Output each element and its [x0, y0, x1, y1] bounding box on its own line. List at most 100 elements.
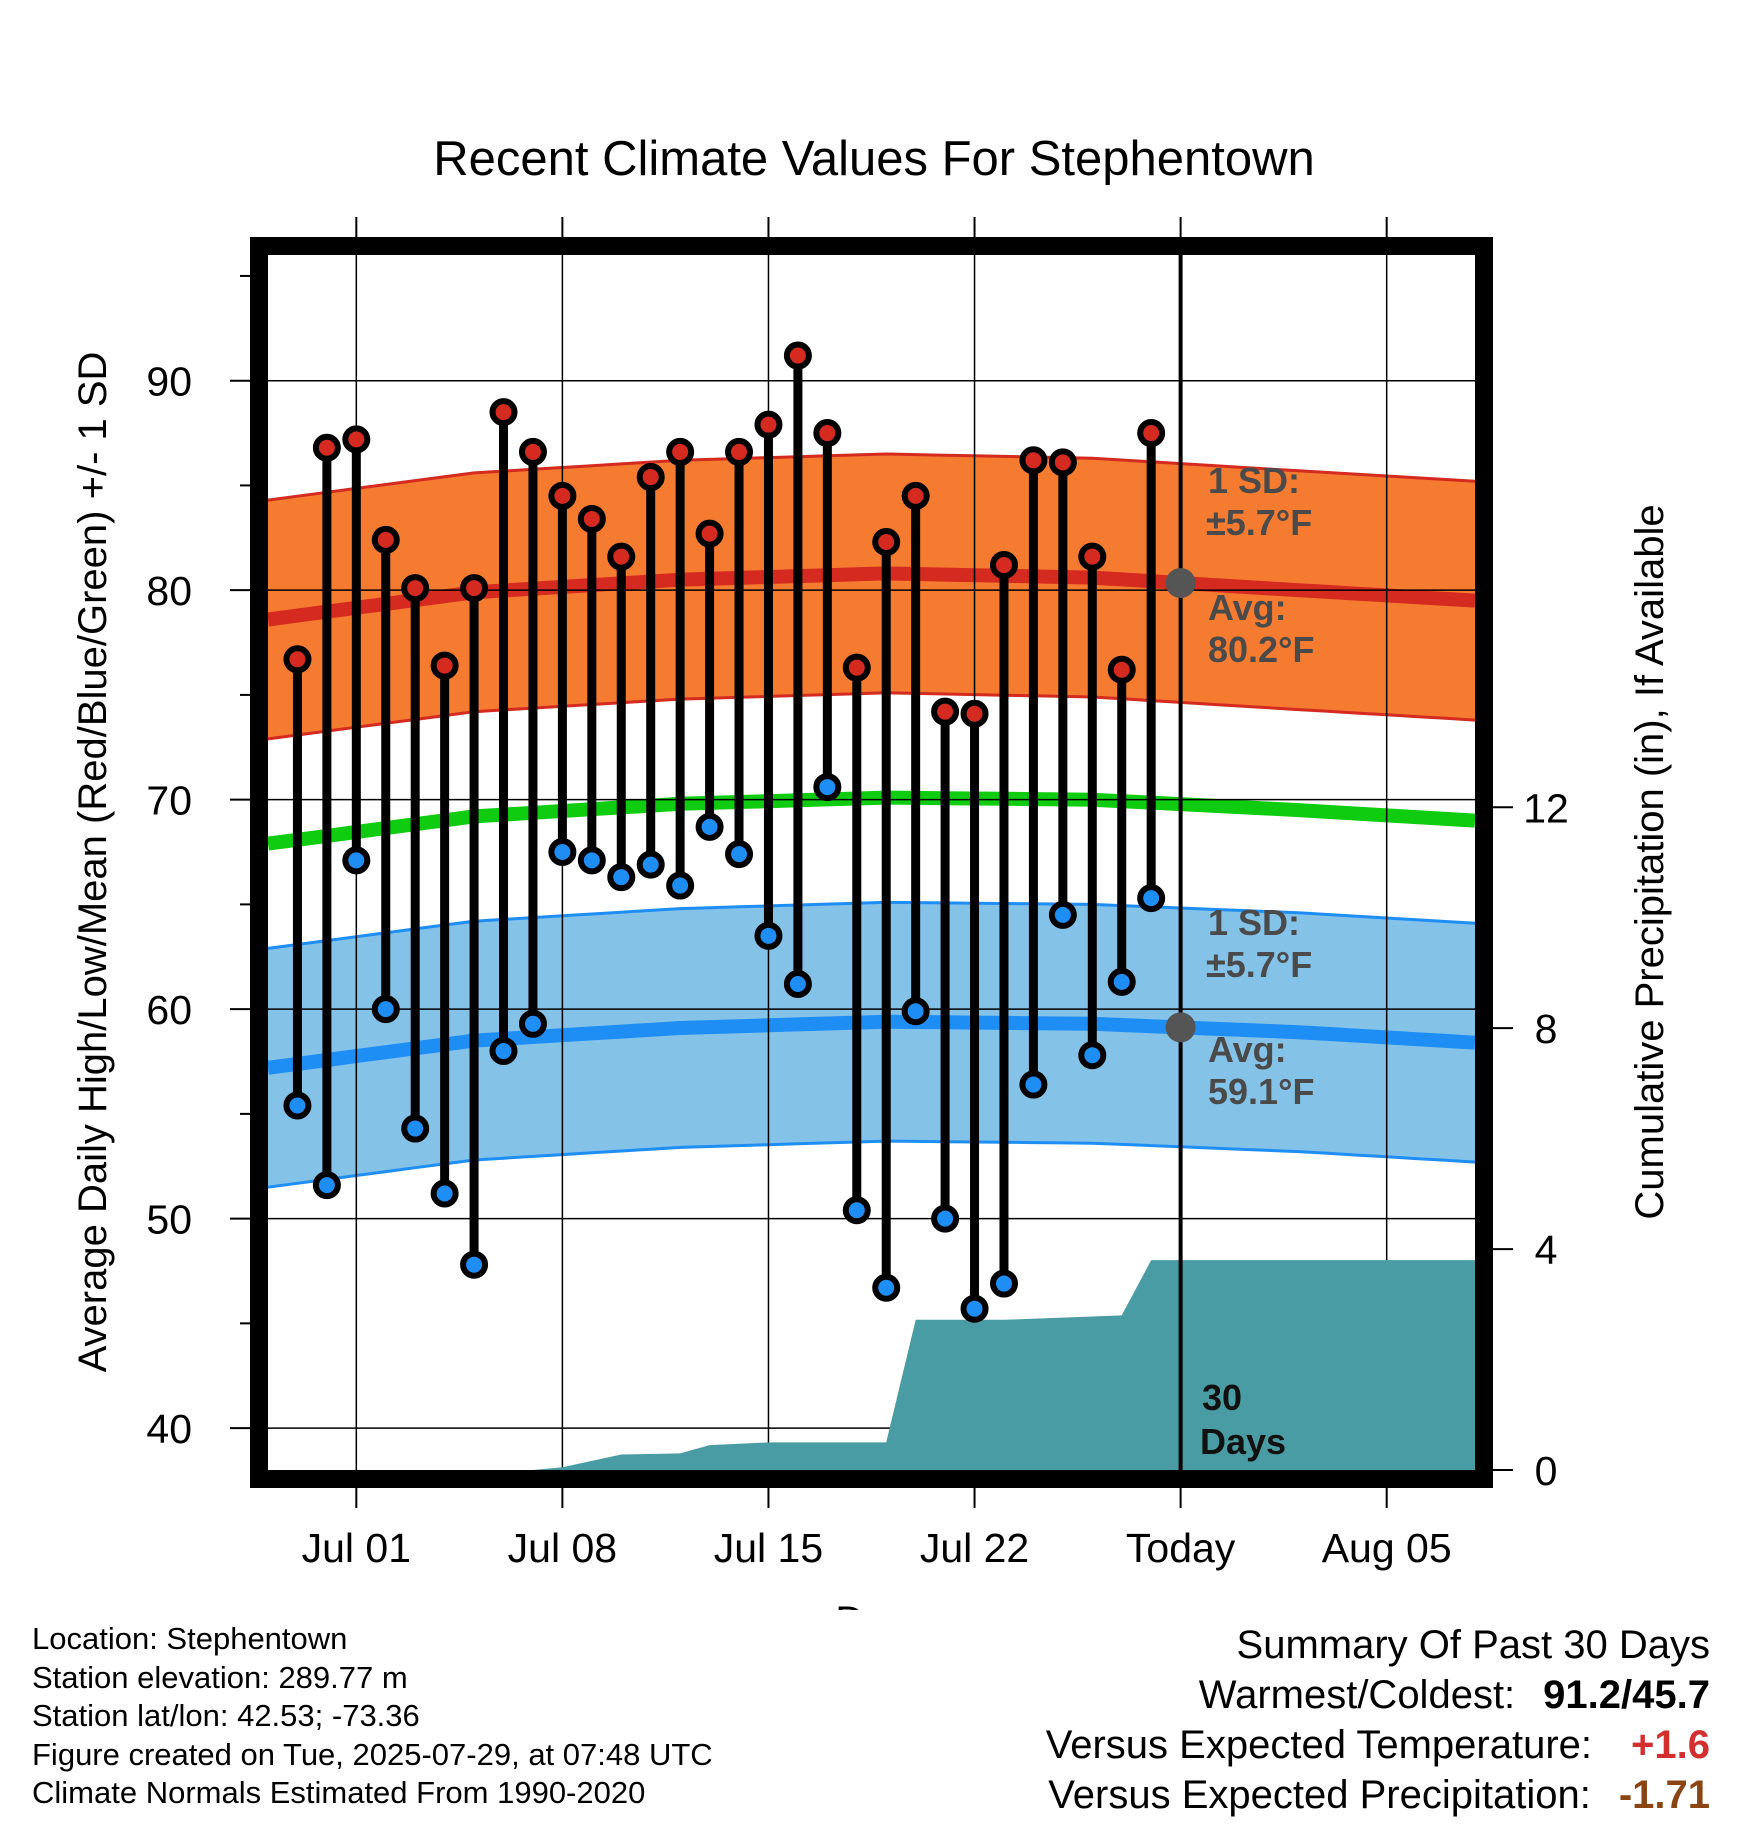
- daily-low-point: [401, 1114, 430, 1143]
- daily-low-point: [813, 773, 842, 802]
- plot-frame: [250, 237, 1493, 1488]
- daily-low-point: [607, 863, 636, 892]
- daily-low-point: [931, 1204, 960, 1233]
- daily-high-point: [695, 519, 724, 548]
- daily-low-point: [283, 1091, 312, 1120]
- y-tick-label: 90: [146, 359, 192, 405]
- daily-high-point: [842, 653, 871, 682]
- daily-high-point: [989, 551, 1018, 580]
- daily-low-point: [430, 1179, 459, 1208]
- daily-low-point: [1107, 967, 1136, 996]
- station-elevation: Station elevation: 289.77 m: [32, 1659, 408, 1695]
- high-sd-label: 1 SD:: [1208, 460, 1300, 501]
- daily-low-point: [636, 850, 665, 879]
- station-info: Location: Stephentown Station elevation:…: [32, 1620, 713, 1813]
- precip-value: -1.71: [1618, 1773, 1710, 1817]
- daily-high-point: [1048, 448, 1077, 477]
- today-line: [1165, 255, 1196, 1470]
- high-sd-value: ±5.7°F: [1206, 502, 1312, 543]
- x-tick-label: Jul 08: [508, 1525, 617, 1571]
- daily-low-point: [312, 1171, 341, 1200]
- daily-low-point: [1019, 1070, 1048, 1099]
- daily-high-point: [401, 574, 430, 603]
- daily-low-point: [754, 921, 783, 950]
- climate-chart: Recent Climate Values For Stephentown 1 …: [71, 132, 1672, 1610]
- low-sd-label: 1 SD:: [1208, 902, 1300, 943]
- y-tick-label: 60: [146, 987, 192, 1033]
- y-tick-label: 40: [146, 1406, 192, 1452]
- daily-high-point: [607, 542, 636, 571]
- mean-normal-line: [267, 790, 1476, 851]
- low-sd-lower-edge: [267, 1139, 1476, 1189]
- daily-low-point: [666, 871, 695, 900]
- daily-high-point: [1137, 419, 1166, 448]
- daily-low-point: [518, 1009, 547, 1038]
- y2-axis-label: Cumulative Precipitation (in), If Availa…: [1628, 504, 1672, 1219]
- daily-high-point: [813, 419, 842, 448]
- precip-window-label: 30: [1202, 1377, 1242, 1418]
- daily-low-point: [371, 995, 400, 1024]
- axes: 40 50 60 70 80 90 0 4 8 12 Jul 01 Jul 08 Jul 15 Jul 2…: [146, 217, 1569, 1571]
- daily-high-point: [518, 437, 547, 466]
- high-sd-band: [268, 454, 1475, 739]
- x-tick-label: Aug 05: [1322, 1525, 1452, 1571]
- daily-low-point: [342, 846, 371, 875]
- high-sd-upper-edge: [267, 452, 1476, 502]
- daily-high-point: [901, 481, 930, 510]
- summary-panel: Summary Of Past 30 Days Warmest/Coldest:…: [1046, 1620, 1710, 1820]
- observations: [283, 341, 1166, 1323]
- daily-high-point: [725, 437, 754, 466]
- summary-heading: Summary Of Past 30 Days: [1236, 1623, 1710, 1667]
- daily-low-point: [842, 1196, 871, 1225]
- daily-low-point: [460, 1250, 489, 1279]
- temp-label: Versus Expected Temperature:: [1045, 1723, 1592, 1767]
- y-axis-label: Average Daily High/Low/Mean (Red/Blue/Gr…: [71, 352, 115, 1373]
- summary-precipitation: Versus Expected Precipitation: -1.71: [1046, 1770, 1710, 1820]
- y2-tick-label: 8: [1535, 1006, 1558, 1052]
- low-normal-line: [267, 1014, 1476, 1075]
- daily-high-point: [312, 433, 341, 462]
- annotations: 1 SD: ±5.7°F Avg: 80.2°F 1 SD: ±5.7°F Av…: [1200, 460, 1314, 1462]
- daily-low-point: [489, 1037, 518, 1066]
- y2-tick-label: 0: [1535, 1448, 1558, 1494]
- daily-low-point: [577, 846, 606, 875]
- daily-low-point: [1048, 900, 1077, 929]
- daily-low-point: [901, 997, 930, 1026]
- daily-low-point: [783, 970, 812, 998]
- daily-high-point: [1019, 446, 1048, 475]
- y2-tick-label: 12: [1523, 785, 1569, 831]
- x-tick-label: Today: [1126, 1525, 1236, 1571]
- daily-low-point: [989, 1269, 1018, 1298]
- daily-high-point: [783, 341, 812, 370]
- x-tick-label: Jul 15: [714, 1525, 823, 1571]
- normals-period: Climate Normals Estimated From 1990-2020: [32, 1775, 646, 1810]
- warm-label: Warmest/Coldest:: [1198, 1673, 1516, 1717]
- precip-label: Versus Expected Precipitation:: [1048, 1773, 1591, 1817]
- daily-high-point: [636, 463, 665, 492]
- daily-high-point: [342, 425, 371, 454]
- low-sd-upper-edge: [267, 900, 1476, 950]
- daily-high-point: [1107, 655, 1136, 684]
- summary-temperature: Versus Expected Temperature: +1.6: [1046, 1720, 1710, 1770]
- daily-high-point: [548, 481, 577, 510]
- temp-value: +1.6: [1631, 1723, 1710, 1767]
- daily-high-point: [1078, 542, 1107, 571]
- daily-high-point: [371, 525, 400, 554]
- daily-low-point: [548, 838, 577, 867]
- low-avg-value: 59.1°F: [1208, 1071, 1314, 1112]
- daily-high-point: [430, 651, 459, 680]
- daily-high-point: [283, 645, 312, 674]
- station-location: Location: Stephentown: [32, 1621, 348, 1656]
- daily-high-point: [872, 527, 901, 556]
- summary-warmest-coldest: Warmest/Coldest: 91.2/45.7: [1046, 1670, 1710, 1720]
- normal-bands: [267, 452, 1476, 1189]
- y-tick-label: 80: [146, 568, 192, 614]
- x-tick-label: Jul 22: [920, 1525, 1029, 1571]
- y2-tick-label: 4: [1535, 1227, 1558, 1273]
- today-high-avg-dot: [1165, 567, 1196, 598]
- daily-high-point: [577, 504, 606, 533]
- daily-high-point: [754, 410, 783, 439]
- daily-high-point: [960, 699, 989, 728]
- high-avg-label: Avg:: [1208, 587, 1287, 628]
- daily-low-point: [872, 1273, 901, 1302]
